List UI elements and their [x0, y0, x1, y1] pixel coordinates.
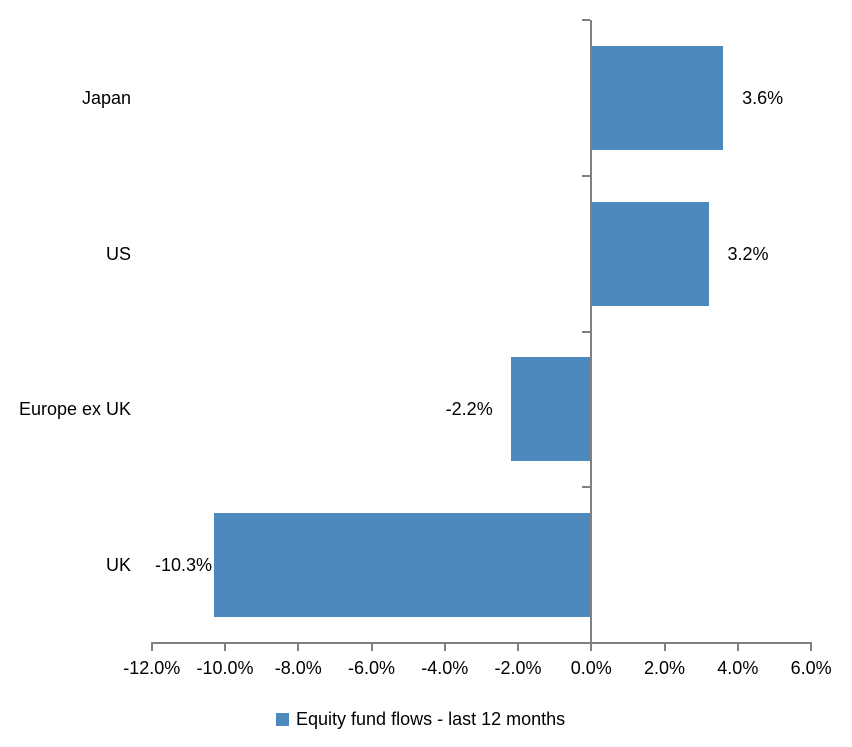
- bar-europe-ex-uk: [510, 357, 592, 462]
- category-label-uk: UK: [105, 555, 131, 576]
- value-label-japan: 3.6%: [742, 87, 784, 108]
- x-tick-label-8: 4.0%: [717, 658, 759, 678]
- x-tick-label-9: 6.0%: [790, 658, 832, 678]
- legend-label: Equity fund flows - last 12 months: [296, 709, 566, 729]
- value-label-europe-ex-uk: -2.2%: [445, 399, 493, 420]
- x-axis-tick-3: [370, 643, 373, 651]
- x-axis-line: [150, 642, 813, 644]
- x-tick-label-2: -8.0%: [274, 658, 322, 678]
- value-label-us: 3.2%: [727, 243, 769, 264]
- x-axis-tick-7: [663, 643, 666, 651]
- bar-japan: [591, 45, 724, 150]
- x-tick-label-3: -6.0%: [348, 658, 396, 678]
- x-axis-tick-4: [443, 643, 446, 651]
- x-axis-tick-9: [810, 643, 813, 651]
- x-axis-tick-8: [736, 643, 739, 651]
- bar-uk: [214, 513, 592, 618]
- x-tick-label-5: -2.0%: [494, 658, 542, 678]
- category-label-europe-ex-uk: Europe ex UK: [18, 399, 131, 420]
- y-axis-tick-3: [582, 486, 591, 489]
- x-axis-tick-5: [517, 643, 520, 651]
- bar-us: [591, 201, 709, 306]
- chart-legend: Equity fund flows - last 12 months: [276, 706, 565, 732]
- y-axis-tick-2: [582, 330, 591, 333]
- x-tick-label-0: -12.0%: [123, 658, 181, 678]
- x-tick-label-6: 0.0%: [570, 658, 612, 678]
- legend-swatch-icon: [276, 712, 289, 726]
- category-label-japan: Japan: [81, 87, 131, 108]
- x-tick-label-4: -4.0%: [421, 658, 469, 678]
- x-tick-label-1: -10.0%: [196, 658, 254, 678]
- value-label-uk: -10.3%: [154, 555, 212, 576]
- x-axis-tick-1: [224, 643, 226, 651]
- y-axis-line: [590, 20, 593, 643]
- x-axis-tick-0: [150, 643, 153, 651]
- x-axis-tick-2: [297, 643, 300, 651]
- y-axis-tick-1: [582, 174, 591, 177]
- x-axis-tick-6: [590, 643, 593, 651]
- x-tick-label-7: 2.0%: [644, 658, 686, 678]
- y-axis-tick-0: [582, 19, 591, 21]
- category-label-us: US: [105, 243, 131, 264]
